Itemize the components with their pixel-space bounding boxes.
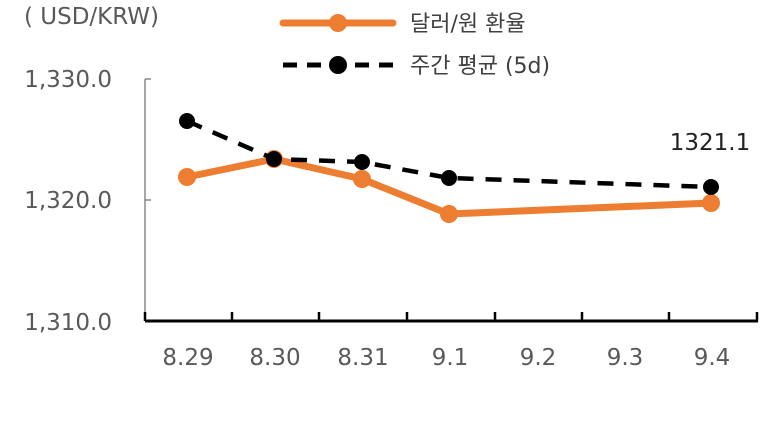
x-axis: 8.29 8.30 8.31 9.1 9.2 9.3 9.4 [143, 312, 759, 371]
x-tick-label: 8.29 [162, 345, 213, 371]
data-label-last-avg: 1321.1 [670, 130, 750, 156]
legend-swatch-fx-rate [279, 14, 397, 32]
x-tick-label: 9.1 [432, 345, 469, 371]
legend-label-weekly-avg: 주간 평균 (5d) [410, 54, 551, 79]
unit-label: ( USD/KRW) [24, 4, 160, 30]
series-weekly-avg [179, 113, 719, 195]
y-tick-label: 1,310.0 [24, 310, 112, 336]
x-tick-label: 9.4 [694, 345, 731, 371]
y-tick-label: 1,320.0 [24, 188, 112, 214]
y-tick-label: 1,330.0 [24, 67, 112, 93]
legend-label-fx-rate: 달러/원 환율 [410, 12, 526, 37]
x-tick-label: 9.2 [520, 345, 557, 371]
y-axis: 1,330.0 1,320.0 1,310.0 [24, 67, 151, 336]
x-tick-label: 8.30 [249, 345, 300, 371]
x-tick-label: 9.3 [607, 345, 644, 371]
x-tick-label: 8.31 [337, 345, 388, 371]
legend-swatch-weekly-avg [283, 56, 393, 74]
